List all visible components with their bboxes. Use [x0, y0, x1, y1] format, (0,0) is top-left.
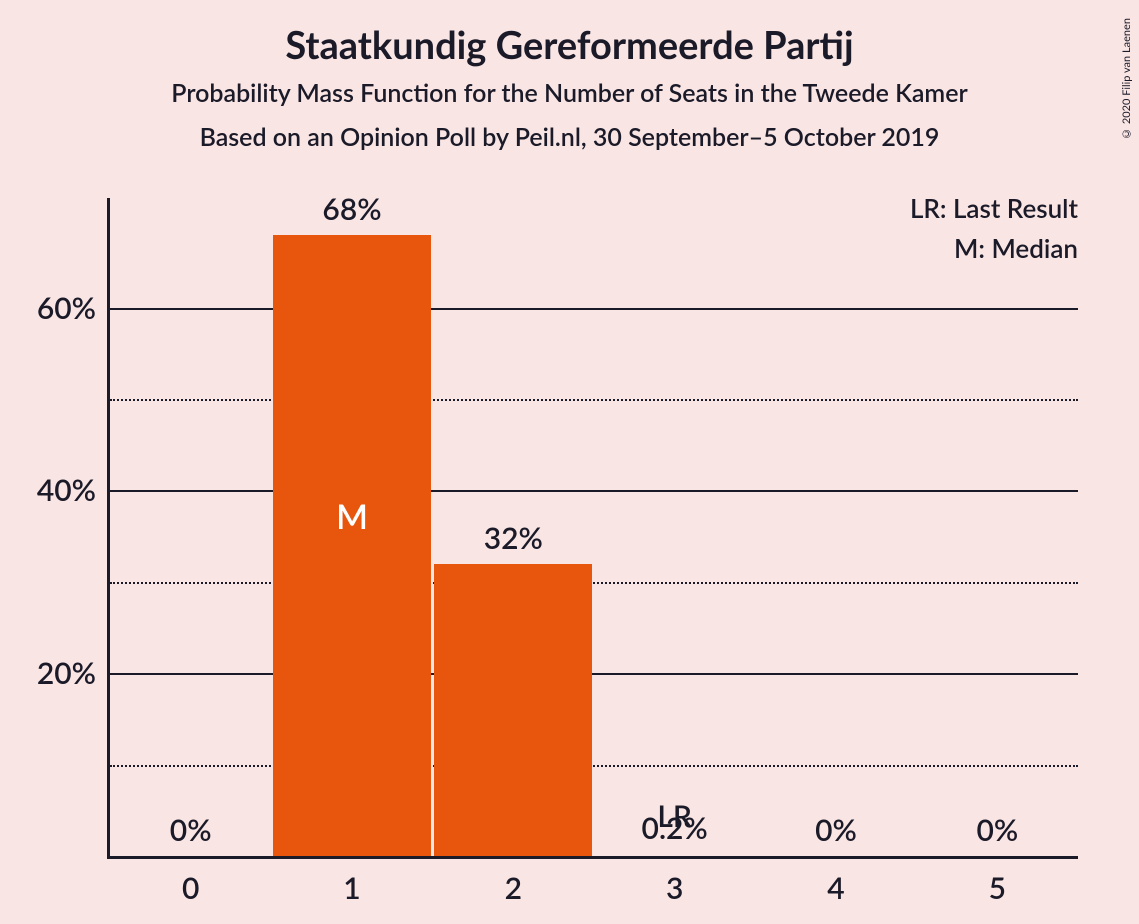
chart-canvas: © 2020 Filip van Laenen Staatkundig Gere…: [0, 0, 1139, 924]
chart-subtitle-2: Based on an Opinion Poll by Peil.nl, 30 …: [0, 122, 1139, 152]
legend-lr: LR: Last Result: [910, 192, 1078, 224]
bar-value-label: 68%: [322, 191, 381, 227]
grid-minor: [110, 399, 1078, 401]
x-axis-line: [107, 856, 1078, 859]
bar-value-label: 0%: [170, 812, 212, 848]
y-tick-label: 20%: [37, 655, 110, 691]
x-tick-label: 4: [827, 856, 844, 906]
x-tick-label: 2: [505, 856, 522, 906]
grid-minor: [110, 582, 1078, 584]
median-annotation: M: [336, 496, 368, 537]
bar: [273, 235, 431, 856]
chart-title: Staatkundig Gereformeerde Partij: [0, 22, 1139, 68]
y-tick-label: 60%: [37, 290, 110, 326]
grid-major: [110, 308, 1078, 310]
last-result-annotation: LR: [657, 798, 692, 834]
chart-subtitle-1: Probability Mass Function for the Number…: [0, 78, 1139, 108]
legend: LR: Last Result M: Median: [910, 192, 1078, 264]
grid-minor: [110, 765, 1078, 767]
bar: [434, 564, 592, 856]
grid-major: [110, 490, 1078, 492]
legend-m: M: Median: [910, 232, 1078, 264]
x-tick-label: 0: [182, 856, 199, 906]
grid-major: [110, 673, 1078, 675]
bar-value-label: 0%: [815, 812, 857, 848]
plot-area: LR: Last Result M: Median 20%40%60%00%16…: [110, 198, 1078, 856]
bar-value-label: 0%: [976, 812, 1018, 848]
y-tick-label: 40%: [37, 472, 110, 508]
bar-value-label: 32%: [484, 520, 543, 556]
x-tick-label: 3: [666, 856, 683, 906]
x-tick-label: 1: [343, 856, 360, 906]
x-tick-label: 5: [989, 856, 1006, 906]
